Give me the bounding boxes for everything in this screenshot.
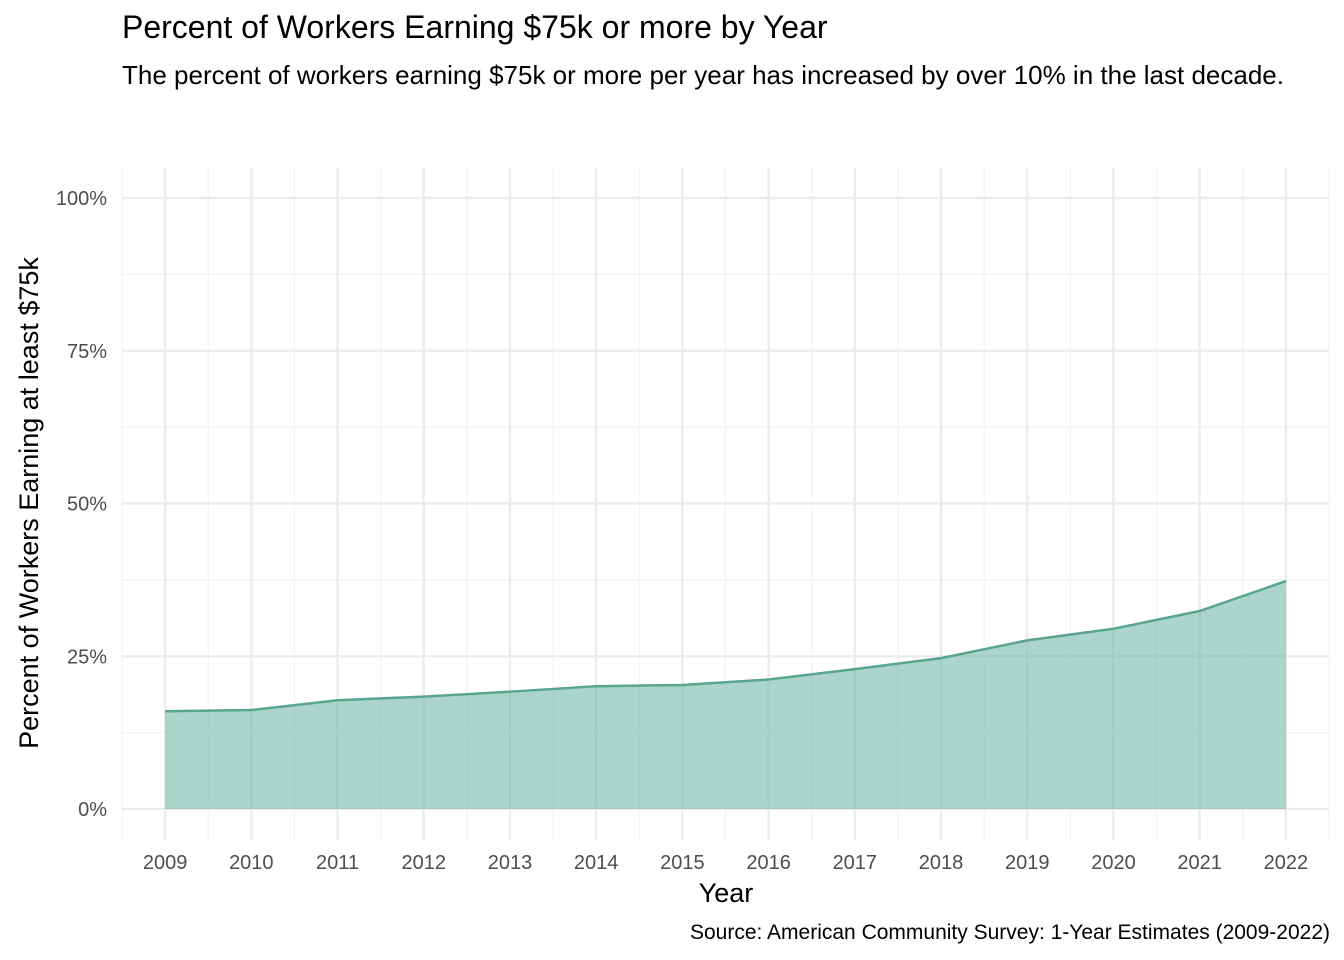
data-point-2017 bbox=[853, 667, 857, 671]
data-point-2012 bbox=[422, 695, 426, 699]
x-tick-label: 2010 bbox=[229, 852, 274, 874]
data-point-2011 bbox=[336, 698, 340, 702]
data-point-2022 bbox=[1284, 579, 1288, 583]
x-tick-label: 2014 bbox=[574, 852, 619, 874]
area-fill bbox=[165, 581, 1286, 809]
x-tick-label: 2016 bbox=[746, 852, 791, 874]
chart-title: Percent of Workers Earning $75k or more … bbox=[122, 9, 828, 45]
data-point-2010 bbox=[249, 708, 253, 712]
data-point-2021 bbox=[1198, 609, 1202, 613]
data-point-2015 bbox=[680, 683, 684, 687]
data-point-2016 bbox=[767, 677, 771, 681]
y-axis-ticks: 0% 25% 50% 75% 100% bbox=[56, 188, 107, 821]
data-point-2014 bbox=[594, 684, 598, 688]
y-axis-title: Percent of Workers Earning at least $75k bbox=[14, 257, 44, 749]
x-tick-label: 2012 bbox=[402, 852, 447, 874]
y-tick-label: 50% bbox=[67, 494, 107, 516]
x-tick-label: 2017 bbox=[833, 852, 878, 874]
x-tick-label: 2015 bbox=[660, 852, 705, 874]
chart-caption: Source: American Community Survey: 1-Yea… bbox=[689, 921, 1330, 944]
x-axis-ticks: 2009 2010 2011 2012 2013 2014 2015 2016 2017 2018… bbox=[143, 852, 1308, 874]
y-tick-label: 25% bbox=[67, 646, 107, 668]
series-line bbox=[165, 579, 1287, 713]
x-tick-label: 2020 bbox=[1091, 852, 1136, 874]
x-tick-label: 2011 bbox=[316, 852, 359, 874]
area-layer bbox=[163, 579, 1288, 809]
data-point-2009 bbox=[163, 709, 167, 713]
chart-subtitle: The percent of workers earning $75k or m… bbox=[122, 60, 1284, 90]
x-tick-label: 2009 bbox=[143, 852, 188, 874]
x-tick-label: 2013 bbox=[488, 852, 533, 874]
data-point-2020 bbox=[1111, 627, 1115, 631]
y-tick-label: 75% bbox=[67, 341, 107, 363]
y-tick-label: 100% bbox=[56, 188, 107, 210]
x-tick-label: 2018 bbox=[919, 852, 964, 874]
data-point-2013 bbox=[508, 690, 512, 694]
data-point-2018 bbox=[939, 656, 943, 660]
x-tick-label: 2021 bbox=[1177, 852, 1222, 874]
x-axis-title: Year bbox=[699, 878, 754, 908]
y-tick-label: 0% bbox=[78, 799, 107, 821]
data-point-2019 bbox=[1025, 638, 1029, 642]
x-tick-label: 2022 bbox=[1264, 852, 1309, 874]
x-tick-label: 2019 bbox=[1005, 852, 1050, 874]
